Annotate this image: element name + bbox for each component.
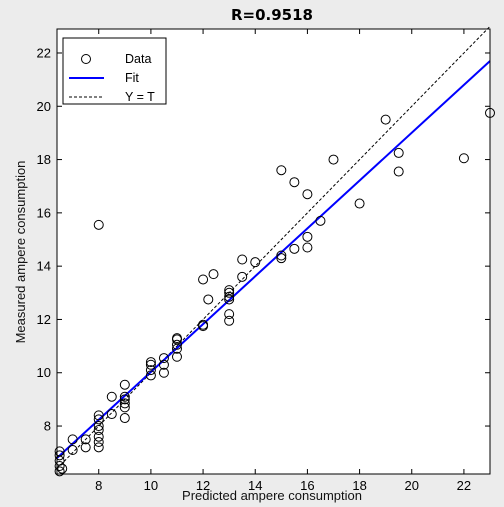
x-tick-label: 12 — [196, 478, 210, 493]
plot-frame — [56, 28, 491, 475]
data-point — [250, 257, 261, 268]
data-point — [93, 219, 104, 230]
data-point — [54, 446, 65, 457]
x-tick-label: 22 — [457, 478, 471, 493]
y-tick-label: 12 — [37, 312, 51, 327]
data-point — [93, 431, 104, 442]
data-point — [276, 165, 287, 176]
y-tick-label: 8 — [44, 419, 51, 434]
data-point — [198, 319, 209, 330]
data-point — [67, 445, 78, 456]
data-point — [354, 198, 365, 209]
legend-label-fit: Fit — [125, 71, 139, 85]
data-point — [119, 398, 130, 409]
legend-marker-data — [81, 54, 91, 64]
data-point — [198, 274, 209, 285]
y-tick-label: 10 — [37, 365, 51, 380]
y-axis-ticks: 8 10 12 14 16 18 20 22 — [37, 45, 490, 434]
y-axis-label: Measured ampere consumption — [13, 161, 28, 344]
data-point — [302, 189, 313, 200]
data-point — [93, 442, 104, 453]
data-point — [158, 359, 169, 370]
data-point — [106, 391, 117, 402]
legend-label-identity: Y = T — [125, 90, 155, 104]
data-points — [54, 107, 495, 477]
chart-lines — [56, 25, 491, 470]
data-point — [237, 271, 248, 282]
data-point — [57, 463, 68, 474]
data-point — [302, 231, 313, 242]
data-point — [54, 461, 65, 472]
data-point — [145, 370, 156, 381]
data-point — [80, 442, 91, 453]
data-point — [54, 466, 65, 477]
fit-line — [56, 60, 491, 459]
data-point — [171, 351, 182, 362]
data-point — [93, 414, 104, 425]
data-point — [458, 153, 469, 164]
data-point — [119, 402, 130, 413]
data-point — [224, 291, 235, 302]
data-point — [224, 309, 235, 320]
data-point — [289, 243, 300, 254]
y-tick-label: 16 — [37, 205, 51, 220]
data-point — [224, 315, 235, 326]
data-point — [93, 410, 104, 421]
data-point — [158, 367, 169, 378]
data-point — [158, 353, 169, 364]
x-tick-label: 10 — [144, 478, 158, 493]
data-point — [67, 434, 78, 445]
identity-line — [56, 25, 491, 470]
data-point — [93, 437, 104, 448]
data-point — [93, 425, 104, 436]
data-point — [276, 253, 287, 264]
data-point — [171, 339, 182, 350]
data-point — [145, 357, 156, 368]
x-tick-label: 8 — [95, 478, 102, 493]
data-point — [224, 285, 235, 296]
x-tick-label: 16 — [300, 478, 314, 493]
data-point — [119, 391, 130, 402]
data-point — [80, 434, 91, 445]
data-point — [119, 379, 130, 390]
x-axis-ticks: 8 10 12 14 16 18 20 22 — [95, 29, 471, 493]
y-tick-label: 20 — [37, 99, 51, 114]
data-point — [237, 254, 248, 265]
data-point — [54, 450, 65, 461]
data-point — [393, 166, 404, 177]
chart-title: R=0.9518 — [231, 6, 313, 24]
x-tick-label: 20 — [405, 478, 419, 493]
data-point — [171, 333, 182, 344]
data-point — [393, 147, 404, 158]
data-point — [315, 215, 326, 226]
y-tick-label: 18 — [37, 152, 51, 167]
legend: Data Fit Y = T — [62, 37, 167, 105]
data-point — [289, 177, 300, 188]
data-point — [380, 114, 391, 125]
x-axis-label: Predicted ampere consumption — [182, 488, 362, 503]
y-tick-label: 14 — [37, 259, 51, 274]
data-point — [328, 154, 339, 165]
data-point — [145, 365, 156, 376]
x-tick-label: 14 — [248, 478, 262, 493]
x-tick-label: 18 — [352, 478, 366, 493]
legend-box — [62, 37, 167, 105]
data-point — [119, 394, 130, 405]
data-point — [302, 242, 313, 253]
data-point — [93, 421, 104, 432]
y-tick-label: 22 — [37, 45, 51, 60]
plot-area: 8 10 12 14 16 18 20 22 8 10 12 14 16 18 20 22 — [37, 25, 495, 493]
data-point — [224, 287, 235, 298]
legend-label-data: Data — [125, 52, 151, 66]
data-point — [106, 409, 117, 420]
data-point — [119, 413, 130, 424]
data-point — [145, 359, 156, 370]
data-point — [203, 294, 214, 305]
data-point — [208, 269, 219, 280]
data-point — [276, 250, 287, 261]
